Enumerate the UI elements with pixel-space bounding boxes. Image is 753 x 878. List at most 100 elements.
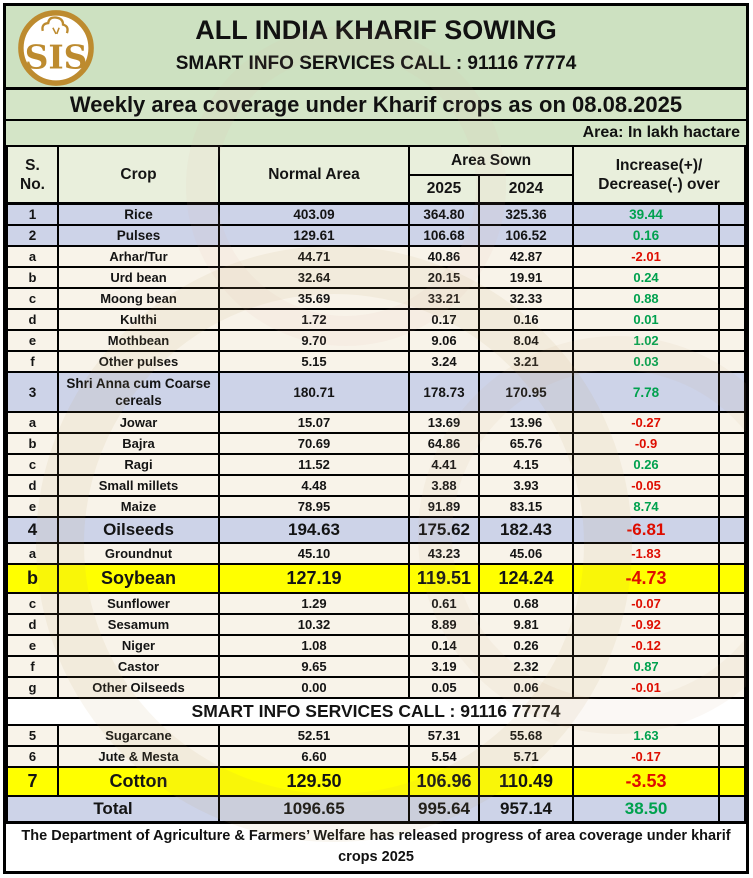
spacer-cell	[718, 592, 746, 615]
sown-2024-cell: 0.26	[477, 634, 575, 657]
sown-2025-cell: 33.21	[408, 287, 480, 310]
normal-area-cell: 403.09	[218, 202, 410, 226]
increase-decrease-cell: -4.73	[572, 563, 721, 594]
sown-2024-cell: 45.06	[477, 542, 575, 565]
increase-decrease-cell: -0.17	[572, 745, 721, 768]
table-row: f Other pulses 5.15 3.24 3.21 0.03	[6, 350, 746, 373]
normal-area-cell: 45.10	[218, 542, 410, 565]
normal-area-cell: 6.60	[218, 745, 410, 768]
sown-2024-cell: 4.15	[477, 453, 575, 476]
sown-2024-cell: 0.68	[477, 592, 575, 615]
table-row: a Jowar 15.07 13.69 13.96 -0.27	[6, 411, 746, 434]
sown-2025-cell: 8.89	[408, 613, 480, 636]
report-title: ALL INDIA KHARIF SOWING	[195, 15, 557, 45]
increase-decrease-cell: 0.03	[572, 350, 721, 373]
normal-area-cell: 0.00	[218, 676, 410, 699]
sis-logo-icon: SIS	[18, 10, 94, 86]
spacer-cell	[718, 676, 746, 699]
normal-area-cell: 52.51	[218, 724, 410, 747]
col-header-area-sown: Area Sown	[407, 145, 575, 176]
crop-cell: Soybean	[57, 563, 220, 594]
sno-cell: 3	[6, 371, 59, 413]
spacer-cell	[718, 634, 746, 657]
spacer-cell	[718, 563, 746, 594]
sno-cell: 4	[6, 516, 59, 544]
increase-decrease-cell: -3.53	[572, 766, 721, 797]
sno-cell: a	[6, 245, 59, 268]
increase-decrease-cell: 7.78	[572, 371, 721, 413]
table-row: c Sunflower 1.29 0.61 0.68 -0.07	[6, 592, 746, 615]
crop-cell: Castor	[57, 655, 220, 678]
crop-cell: Other pulses	[57, 350, 220, 373]
normal-area-cell: 78.95	[218, 495, 410, 518]
normal-area-cell: 10.32	[218, 613, 410, 636]
normal-area-cell: 180.71	[218, 371, 410, 413]
spacer-cell	[718, 245, 746, 268]
increase-decrease-cell: 0.24	[572, 266, 721, 289]
crop-cell: Pulses	[57, 224, 220, 247]
sown-2025-cell: 0.05	[408, 676, 480, 699]
table-row: 5 Sugarcane 52.51 57.31 55.68 1.63	[6, 724, 746, 747]
crop-cell: Cotton	[57, 766, 220, 797]
weekly-coverage-banner: Weekly area coverage under Kharif crops …	[6, 90, 746, 121]
crop-cell: Sunflower	[57, 592, 220, 615]
sown-2024-cell: 182.43	[477, 516, 575, 544]
spacer-cell	[718, 224, 746, 247]
table-row: SMART INFO SERVICES CALL : 91116 77774	[6, 697, 746, 726]
logo-monogram: SIS	[25, 37, 88, 76]
sown-2025-cell: 3.24	[408, 350, 480, 373]
table-row: Total 1096.65 995.64 957.14 38.50	[6, 795, 746, 823]
sno-cell: a	[6, 411, 59, 434]
sno-cell: c	[6, 287, 59, 310]
sown-2025-cell: 20.15	[408, 266, 480, 289]
sown-2024-cell: 0.06	[477, 676, 575, 699]
table-row: 7 Cotton 129.50 106.96 110.49 -3.53	[6, 766, 746, 797]
table-row: f Castor 9.65 3.19 2.32 0.87	[6, 655, 746, 678]
table-row: c Moong bean 35.69 33.21 32.33 0.88	[6, 287, 746, 310]
table-row: e Maize 78.95 91.89 83.15 8.74	[6, 495, 746, 518]
col-header-2025: 2025	[408, 174, 480, 205]
table-row: d Small millets 4.48 3.88 3.93 -0.05	[6, 474, 746, 497]
increase-decrease-cell: 0.26	[572, 453, 721, 476]
spacer-cell	[718, 495, 746, 518]
sno-cell: f	[6, 350, 59, 373]
sno-cell: d	[6, 613, 59, 636]
col-header-increase-decrease: Increase(+)/ Decrease(-) over	[572, 145, 746, 205]
table-row: c Ragi 11.52 4.41 4.15 0.26	[6, 453, 746, 476]
crop-cell: Shri Anna cum Coarse cereals	[57, 371, 220, 413]
banner-cell: SMART INFO SERVICES CALL : 91116 77774	[6, 697, 746, 726]
crop-cell: Niger	[57, 634, 220, 657]
sown-2024-cell: 325.36	[477, 202, 575, 226]
sno-cell: e	[6, 495, 59, 518]
sno-cell: g	[6, 676, 59, 699]
table-row: e Niger 1.08 0.14 0.26 -0.12	[6, 634, 746, 657]
increase-decrease-cell: -6.81	[572, 516, 721, 544]
normal-area-cell: 9.70	[218, 329, 410, 352]
spacer-cell	[718, 516, 746, 544]
normal-area-cell: 1.29	[218, 592, 410, 615]
crop-table-body: 1 Rice 403.09 364.80 325.36 39.44 2 Pulses 129.6…	[6, 202, 746, 823]
spacer-cell	[718, 308, 746, 331]
crop-cell: Rice	[57, 202, 220, 226]
sown-2025-cell: 40.86	[408, 245, 480, 268]
masthead: SIS ALL INDIA KHARIF SOWING SMART INFO S…	[6, 6, 746, 90]
crop-cell: Mothbean	[57, 329, 220, 352]
sno-cell: 6	[6, 745, 59, 768]
spacer-cell	[718, 542, 746, 565]
sown-2024-cell: 5.71	[477, 745, 575, 768]
sown-2025-cell: 4.41	[408, 453, 480, 476]
table-header: S. No. Crop Normal Area Area Sown Increa…	[6, 145, 746, 205]
crop-cell: Arhar/Tur	[57, 245, 220, 268]
sown-2025-cell: 5.54	[408, 745, 480, 768]
table-row: g Other Oilseeds 0.00 0.05 0.06 -0.01	[6, 676, 746, 699]
crop-cell: Sesamum	[57, 613, 220, 636]
sown-2025-cell: 91.89	[408, 495, 480, 518]
normal-area-cell: 1.72	[218, 308, 410, 331]
crop-cell: Kulthi	[57, 308, 220, 331]
sown-2024-cell: 0.16	[477, 308, 575, 331]
sown-2024-cell: 65.76	[477, 432, 575, 455]
sown-2024-cell: 42.87	[477, 245, 575, 268]
crop-cell: Groundnut	[57, 542, 220, 565]
sown-2025-cell: 364.80	[408, 202, 480, 226]
